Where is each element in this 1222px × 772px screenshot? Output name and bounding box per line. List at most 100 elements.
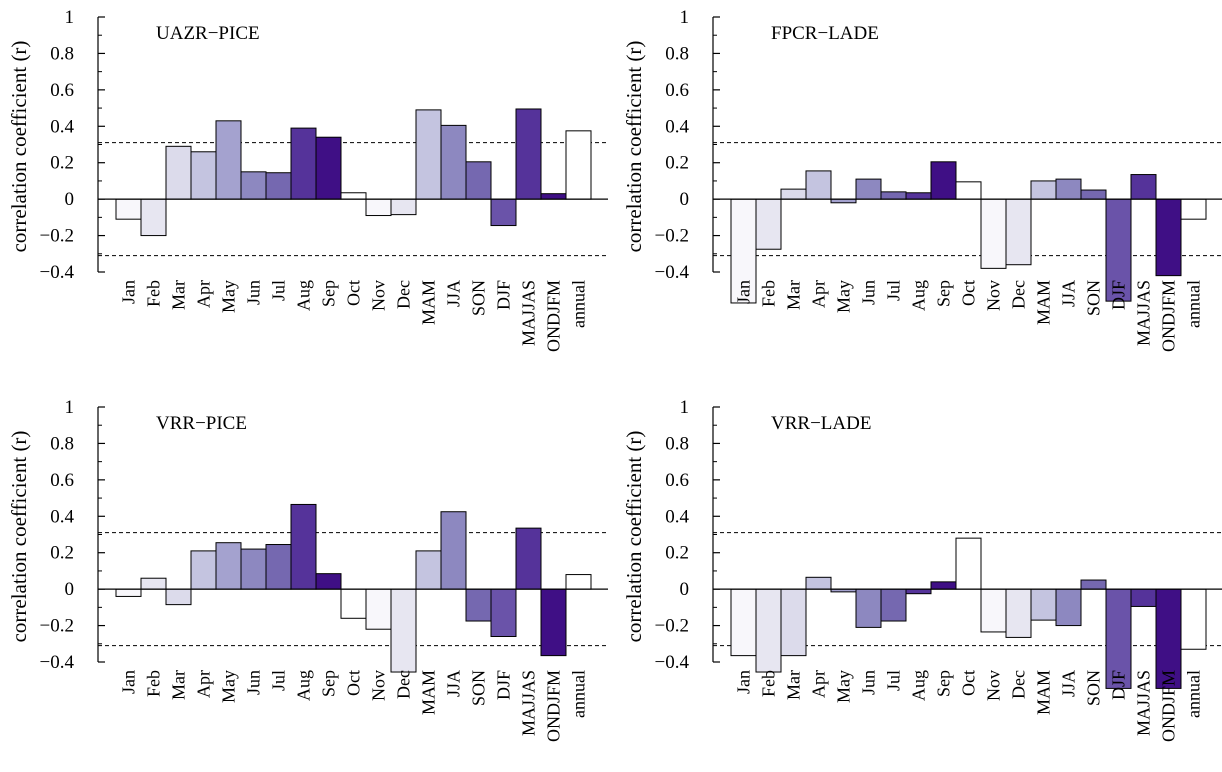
bar-oct xyxy=(340,588,367,619)
x-tick-label: Jan xyxy=(734,670,754,694)
bar-may xyxy=(215,120,242,200)
bar-nov xyxy=(980,588,1007,633)
x-tick-label: Mar xyxy=(169,670,189,700)
bar-mam xyxy=(1030,180,1057,200)
bar-son xyxy=(465,161,492,200)
bar-feb xyxy=(140,577,167,590)
bar-mar xyxy=(780,588,807,657)
bar-feb xyxy=(755,198,782,250)
bar-sep xyxy=(315,136,342,200)
x-tick-label: annual xyxy=(569,280,589,328)
x-tick-label: SON xyxy=(1084,670,1104,706)
bar-may xyxy=(215,542,242,590)
bar-feb xyxy=(755,588,782,673)
y-tick-label: −0.4 xyxy=(40,652,75,673)
y-tick-label: 0 xyxy=(680,579,690,600)
x-tick-label: SON xyxy=(469,670,489,706)
x-tick-label: Sep xyxy=(934,280,954,307)
bar-mar xyxy=(780,188,807,200)
x-tick-label: Apr xyxy=(809,280,829,308)
x-tick-label: Feb xyxy=(759,280,779,307)
bar-son xyxy=(1080,189,1107,200)
bar-annual xyxy=(1180,588,1207,650)
x-tick-label: Apr xyxy=(194,670,214,698)
bar-sep xyxy=(930,161,957,200)
chart-panel-3: 1 0.8 0.6 0.4 0.2 0 −0.2 −0.4 correlation coeffi… xyxy=(7,397,608,742)
x-tick-label: Jun xyxy=(859,670,879,695)
y-tick-label: 0.8 xyxy=(665,433,689,454)
x-tick-label: Nov xyxy=(369,670,389,701)
bar-apr xyxy=(190,550,217,590)
y-tick-label: 0.6 xyxy=(50,80,74,101)
x-tick-label: Jun xyxy=(244,670,264,695)
x-tick-label: May xyxy=(219,280,239,313)
bar-jun xyxy=(240,548,267,590)
y-axis-label: correlation coefficient (r) xyxy=(622,431,646,643)
bar-son xyxy=(1080,579,1107,590)
x-tick-label: ONDJFM xyxy=(1159,280,1179,352)
bar-jan xyxy=(730,588,757,657)
bar-djf xyxy=(1105,198,1132,302)
y-tick-label: 0.2 xyxy=(50,543,74,564)
x-tick-label: DJF xyxy=(1109,280,1129,310)
x-tick-label: Oct xyxy=(959,670,979,696)
bar-nov xyxy=(980,198,1007,269)
x-tick-label: Feb xyxy=(144,670,164,697)
y-tick-label: 0 xyxy=(680,189,690,210)
bar-jun xyxy=(240,171,267,200)
x-tick-label: Dec xyxy=(1009,280,1029,309)
x-tick-label: MAM xyxy=(1034,280,1054,325)
bar-jja xyxy=(1055,588,1082,627)
bar-aug xyxy=(905,588,932,595)
x-tick-label: JJA xyxy=(444,280,464,307)
x-tick-label: Jun xyxy=(859,280,879,305)
x-tick-label: Aug xyxy=(909,670,929,701)
bar-sep xyxy=(930,581,957,590)
chart-panel-2: 1 0.8 0.6 0.4 0.2 0 −0.2 −0.4 correlation coeffi… xyxy=(622,7,1222,352)
bar-jun xyxy=(855,178,882,200)
x-tick-label: Nov xyxy=(984,670,1004,701)
x-tick-label: Mar xyxy=(784,280,804,310)
y-tick-label: −0.4 xyxy=(655,652,690,673)
x-tick-label: Oct xyxy=(344,280,364,306)
x-tick-label: Dec xyxy=(394,670,414,699)
bar-annual xyxy=(565,574,592,590)
x-tick-label: MAM xyxy=(1034,670,1054,715)
x-tick-label: JJA xyxy=(1059,280,1079,307)
x-tick-label: Feb xyxy=(759,670,779,697)
x-tick-label: May xyxy=(834,280,854,313)
y-tick-label: 0.6 xyxy=(665,470,689,491)
bar-jun xyxy=(855,588,882,628)
bar-dec xyxy=(390,198,417,216)
x-tick-label: Jun xyxy=(244,280,264,305)
y-tick-label: 0.6 xyxy=(665,80,689,101)
y-tick-label: 0 xyxy=(65,579,75,600)
y-tick-label: −0.4 xyxy=(655,262,690,283)
bar-son xyxy=(465,588,492,622)
x-tick-label: SON xyxy=(1084,280,1104,316)
x-tick-label: Jul xyxy=(884,670,904,691)
x-tick-label: MAJJAS xyxy=(519,670,539,736)
panel-title: VRR−PICE xyxy=(156,413,247,434)
x-tick-label: Dec xyxy=(394,280,414,309)
x-tick-label: MAJJAS xyxy=(1134,280,1154,346)
bar-dec xyxy=(390,588,417,673)
x-tick-label: ONDJFM xyxy=(544,670,564,742)
bar-mar xyxy=(165,145,192,200)
x-tick-label: Nov xyxy=(984,280,1004,311)
x-tick-label: May xyxy=(219,670,239,703)
y-tick-label: 0.4 xyxy=(665,506,689,527)
y-tick-label: −0.2 xyxy=(655,616,689,637)
y-tick-label: 0.2 xyxy=(50,153,74,174)
y-tick-label: 0.4 xyxy=(50,116,74,137)
y-tick-label: −0.4 xyxy=(40,262,75,283)
y-tick-label: 1 xyxy=(65,7,75,28)
y-axis-label: correlation coefficient (r) xyxy=(622,41,646,253)
panel-title: UAZR−PICE xyxy=(156,23,260,44)
x-tick-label: annual xyxy=(569,670,589,718)
x-tick-label: Sep xyxy=(319,670,339,697)
y-axis-label: correlation coefficient (r) xyxy=(7,431,31,643)
bar-djf xyxy=(1105,588,1132,689)
x-tick-label: JJA xyxy=(444,670,464,697)
